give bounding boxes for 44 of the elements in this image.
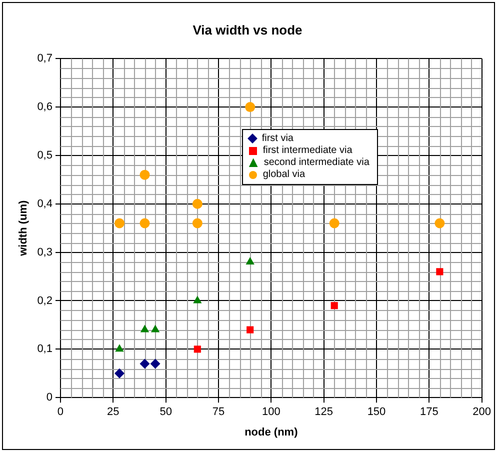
y-tick-label: 0,1 — [37, 343, 52, 356]
y-tick-label: 0,7 — [37, 52, 52, 65]
y-tick-label: 0,5 — [37, 149, 52, 162]
point — [194, 346, 201, 353]
x-tick-label: 150 — [367, 406, 386, 418]
y-axis-title: width (um) — [18, 200, 30, 257]
point — [115, 344, 124, 352]
point — [150, 358, 160, 369]
x-axis-title: node (nm) — [244, 426, 298, 438]
point — [434, 218, 445, 228]
point — [245, 102, 256, 112]
point — [246, 326, 254, 334]
y-tick-label: 0,3 — [37, 246, 52, 258]
point — [192, 218, 202, 228]
legend-label: second intermediate via — [264, 156, 370, 169]
chart-title: Via width vs node — [192, 22, 302, 38]
point — [140, 218, 150, 228]
y-tick-label: 0,4 — [37, 198, 52, 210]
x-tick-label: 175 — [420, 406, 438, 418]
point — [140, 170, 150, 180]
point — [150, 324, 160, 332]
point — [114, 218, 124, 228]
x-tick-label: 25 — [107, 406, 120, 418]
point — [114, 368, 124, 378]
x-tick-label: 75 — [212, 406, 225, 418]
y-tick-label: 0 — [46, 392, 52, 404]
point — [192, 198, 202, 209]
y-tick-label: 0,2 — [37, 294, 52, 307]
point — [140, 358, 150, 369]
x-tick-label: 200 — [472, 406, 492, 418]
point — [140, 324, 150, 332]
x-tick-label: 0 — [57, 406, 64, 418]
point — [329, 218, 340, 228]
point — [193, 296, 202, 304]
y-tick-label: 0,6 — [37, 101, 52, 114]
x-tick-label: 50 — [160, 406, 172, 418]
legend-label: first via — [262, 132, 294, 145]
legend-label: global via — [262, 168, 306, 181]
legend-label: first intermediate via — [262, 144, 352, 157]
point — [436, 268, 444, 276]
x-tick-label: 100 — [262, 406, 280, 418]
point — [330, 302, 338, 310]
x-tick-label: 125 — [314, 406, 334, 418]
point — [246, 257, 254, 264]
